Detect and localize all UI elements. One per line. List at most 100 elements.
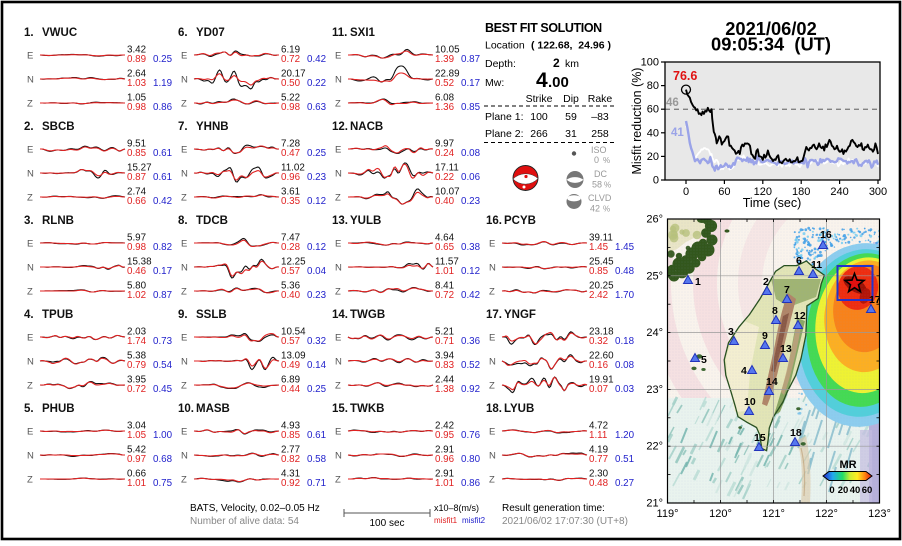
svg-text:%: % — [603, 205, 610, 214]
svg-text:CLVD: CLVD — [588, 193, 612, 203]
svg-text:0.14: 0.14 — [307, 360, 327, 371]
svg-text:9.: 9. — [178, 309, 188, 321]
svg-text:9: 9 — [762, 330, 768, 342]
svg-text:LYUB: LYUB — [504, 403, 534, 415]
svg-text:24°: 24° — [646, 327, 663, 339]
svg-text:2.: 2. — [24, 121, 34, 133]
svg-text:60: 60 — [862, 485, 873, 496]
svg-text:0.40: 0.40 — [435, 196, 455, 207]
svg-text:40: 40 — [647, 127, 659, 139]
svg-text:0.85: 0.85 — [127, 148, 147, 159]
svg-text:0.98: 0.98 — [127, 242, 147, 253]
svg-text:5.80: 5.80 — [127, 281, 147, 292]
svg-text:DC: DC — [594, 169, 607, 179]
svg-text:17.: 17. — [486, 309, 502, 321]
svg-text:0.52: 0.52 — [435, 78, 454, 89]
svg-text:1.11: 1.11 — [589, 430, 607, 441]
svg-text:22.89: 22.89 — [435, 69, 460, 80]
svg-text:14: 14 — [766, 376, 778, 388]
svg-text:0.92: 0.92 — [461, 384, 480, 395]
svg-text:12: 12 — [794, 310, 806, 322]
svg-text:0.66: 0.66 — [127, 196, 147, 207]
svg-text:19.91: 19.91 — [589, 375, 614, 386]
svg-text:0.08: 0.08 — [461, 148, 481, 159]
svg-text:1: 1 — [695, 276, 701, 288]
svg-text:VWUC: VWUC — [42, 27, 77, 39]
svg-text:0.12: 0.12 — [461, 266, 480, 277]
svg-text:E: E — [181, 51, 187, 62]
svg-text:1.: 1. — [24, 27, 34, 39]
svg-text:0.72: 0.72 — [435, 290, 454, 301]
svg-text:25.45: 25.45 — [589, 257, 614, 268]
svg-text:4.19: 4.19 — [589, 445, 608, 456]
svg-text:12.: 12. — [332, 121, 348, 133]
svg-text:Z: Z — [489, 475, 495, 486]
svg-text:Depth:: Depth: — [485, 58, 516, 70]
svg-text:76.6: 76.6 — [673, 69, 697, 83]
svg-text:0.54: 0.54 — [153, 360, 173, 371]
svg-text:22°: 22° — [646, 441, 663, 453]
svg-text:2021/06/02: 2021/06/02 — [725, 18, 817, 39]
svg-text:0.63: 0.63 — [307, 102, 327, 113]
svg-text:0.46: 0.46 — [127, 266, 147, 277]
svg-text:E: E — [181, 333, 187, 344]
svg-text:Dip: Dip — [563, 93, 579, 105]
svg-text:0.40: 0.40 — [281, 290, 301, 301]
svg-text:0.12: 0.12 — [307, 196, 326, 207]
svg-text:0.96: 0.96 — [281, 172, 301, 183]
svg-text:10: 10 — [744, 396, 756, 408]
svg-text:11.: 11. — [332, 27, 347, 39]
svg-text:ISO: ISO — [591, 145, 607, 155]
svg-text:0.12: 0.12 — [307, 242, 326, 253]
svg-text:17: 17 — [869, 294, 881, 306]
svg-text:123°: 123° — [868, 508, 891, 520]
svg-text:Strike: Strike — [526, 93, 553, 105]
svg-text:3.95: 3.95 — [127, 375, 147, 386]
svg-text:0.03: 0.03 — [615, 384, 635, 395]
svg-text:E: E — [335, 51, 341, 62]
svg-text:N: N — [181, 357, 188, 368]
svg-text:100: 100 — [641, 57, 659, 69]
svg-text:20: 20 — [647, 151, 659, 163]
svg-text:0.52: 0.52 — [461, 360, 480, 371]
svg-text:4: 4 — [741, 365, 747, 377]
svg-text:E: E — [335, 427, 341, 438]
svg-text:3.61: 3.61 — [281, 187, 300, 198]
svg-text:4.31: 4.31 — [281, 469, 300, 480]
svg-text:N: N — [27, 75, 34, 86]
svg-text:4.93: 4.93 — [281, 421, 301, 432]
svg-text:8.41: 8.41 — [435, 281, 454, 292]
svg-text:10.54: 10.54 — [281, 327, 306, 338]
svg-text:0: 0 — [594, 155, 599, 165]
svg-text:120°: 120° — [709, 508, 732, 520]
svg-text:0.25: 0.25 — [307, 148, 327, 159]
svg-text:2: 2 — [763, 276, 769, 288]
svg-text:0.25: 0.25 — [153, 54, 173, 65]
svg-text:N: N — [27, 169, 34, 180]
svg-text:122°: 122° — [815, 508, 838, 520]
svg-text:1.36: 1.36 — [435, 102, 455, 113]
svg-text:42: 42 — [590, 204, 600, 214]
svg-text:1.05: 1.05 — [127, 93, 147, 104]
svg-text:Z: Z — [335, 381, 341, 392]
svg-text:0.57: 0.57 — [281, 336, 300, 347]
svg-text:0.27: 0.27 — [615, 478, 634, 489]
svg-text:RLNB: RLNB — [42, 215, 74, 227]
svg-text:0.75: 0.75 — [153, 478, 173, 489]
svg-text:6.: 6. — [178, 27, 188, 39]
svg-text:0.17: 0.17 — [461, 78, 480, 89]
svg-text:1.39: 1.39 — [435, 54, 454, 65]
svg-text:0.86: 0.86 — [461, 478, 481, 489]
svg-text:%: % — [603, 156, 610, 165]
svg-text:0.95: 0.95 — [435, 430, 455, 441]
svg-text:23°: 23° — [646, 384, 663, 396]
svg-text:N: N — [335, 263, 342, 274]
svg-text:13: 13 — [780, 343, 792, 355]
svg-text:0.98: 0.98 — [127, 102, 147, 113]
svg-text:0.85: 0.85 — [461, 102, 481, 113]
svg-text:1.38: 1.38 — [435, 384, 455, 395]
svg-text:0.42: 0.42 — [307, 54, 326, 65]
svg-text:13.09: 13.09 — [281, 351, 306, 362]
svg-text:0.22: 0.22 — [435, 172, 454, 183]
svg-text:SXI1: SXI1 — [350, 27, 376, 39]
